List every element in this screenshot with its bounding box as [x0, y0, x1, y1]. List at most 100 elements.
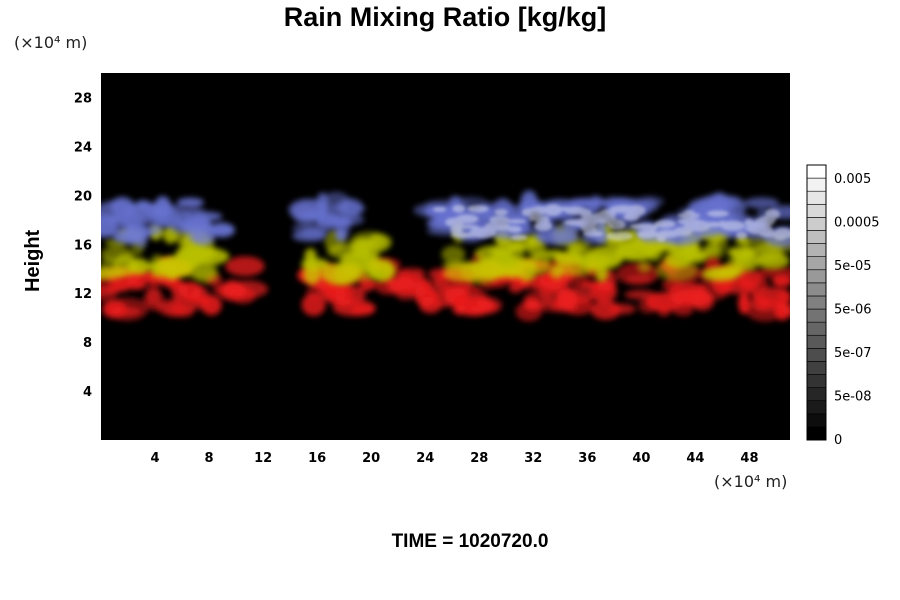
- rain-blob: [163, 301, 185, 317]
- rain-highlight: [452, 204, 466, 213]
- x-tick-label: 32: [524, 451, 542, 466]
- rain-highlight: [637, 230, 652, 239]
- colorbar-swatch: [806, 308, 827, 323]
- rain-blob: [292, 202, 318, 226]
- rain-highlight: [657, 229, 683, 238]
- rain-blob: [335, 228, 348, 242]
- colorbar-swatch: [806, 269, 827, 284]
- x-tick-label: 36: [578, 451, 596, 466]
- x-tick-label: 8: [205, 451, 214, 466]
- rain-blob: [441, 245, 466, 263]
- rain-blob: [451, 306, 490, 316]
- colorbar-swatch: [806, 413, 827, 428]
- rain-blob: [104, 284, 130, 293]
- colorbar-swatch: [806, 256, 827, 271]
- rain-blob: [414, 285, 437, 307]
- rain-highlight: [539, 215, 550, 225]
- rain-highlight: [677, 212, 701, 219]
- x-tick-label: 4: [151, 451, 160, 466]
- rain-blob: [590, 300, 621, 320]
- rain-blob: [595, 266, 609, 282]
- colorbar-label: 0: [834, 433, 842, 448]
- rain-highlight: [467, 204, 489, 213]
- x-tick-label: 16: [308, 451, 326, 466]
- rain-highlight: [459, 224, 479, 229]
- rain-blob: [101, 218, 118, 238]
- colorbar-swatch: [806, 217, 827, 231]
- rain-highlight: [654, 219, 676, 229]
- x-tick-label: 20: [362, 451, 380, 466]
- rain-highlight: [764, 209, 780, 218]
- rain-blob: [535, 229, 579, 245]
- y-tick-label: 16: [74, 238, 92, 253]
- rain-blob: [708, 267, 744, 278]
- rain-blob: [699, 194, 739, 212]
- rain-highlight: [606, 231, 633, 241]
- rain-blob: [152, 211, 168, 222]
- rain-blob: [530, 251, 551, 275]
- rain-blob: [487, 260, 515, 271]
- rain-blob: [104, 301, 123, 315]
- chart-title: Rain Mixing Ratio [kg/kg]: [283, 2, 607, 32]
- colorbar-swatch: [806, 348, 827, 362]
- y-tick-label: 8: [83, 336, 92, 351]
- rain-highlight: [510, 234, 528, 241]
- colorbar-label: 5e-08: [834, 390, 872, 405]
- x-tick-label: 28: [470, 451, 488, 466]
- y-axis: 4 8 12 16 20 24 28: [74, 91, 92, 400]
- rain-blob: [734, 254, 759, 272]
- rain-blob: [151, 259, 195, 273]
- rain-highlight: [648, 225, 658, 231]
- rain-blob: [301, 258, 330, 271]
- rain-highlight: [505, 219, 527, 224]
- rain-blob: [334, 263, 352, 286]
- rain-highlight: [564, 206, 587, 215]
- x-tick-label: 12: [254, 451, 272, 466]
- x-tick-label: 24: [416, 451, 434, 466]
- rain-blob: [532, 301, 567, 312]
- colorbar-label: 0.0005: [834, 216, 880, 231]
- colorbar-swatch: [806, 295, 827, 310]
- x-tick-label: 40: [632, 451, 650, 466]
- rain-blob: [209, 222, 235, 238]
- rain-blob: [567, 244, 589, 261]
- colorbar-swatch: [806, 190, 827, 205]
- x-axis: 4 8 12 16 20 24 28 32 36 40 44 48: [151, 435, 759, 466]
- rain-blob: [772, 275, 790, 288]
- colorbar-label: 5e-05: [834, 259, 872, 274]
- y-tick-label: 20: [74, 189, 92, 204]
- rain-blob: [191, 228, 215, 246]
- colorbar-swatch: [806, 334, 827, 349]
- colorbar-label: 5e-07: [834, 346, 872, 361]
- rain-blob: [113, 225, 151, 243]
- colorbar-swatch: [806, 321, 827, 336]
- rain-field: [101, 190, 790, 322]
- rain-highlight: [607, 219, 626, 231]
- rain-highlight: [707, 210, 729, 217]
- colorbar-swatch: [806, 400, 827, 415]
- rain-blob: [192, 212, 223, 222]
- rain-blob: [192, 266, 219, 283]
- rain-highlight: [432, 206, 447, 212]
- rain-blob: [566, 197, 610, 207]
- colorbar-swatch: [806, 361, 827, 375]
- colorbar-frame: [806, 164, 827, 441]
- rain-highlight: [703, 221, 724, 228]
- rain-highlight: [507, 225, 522, 233]
- x-axis-unit: (×10⁴ m): [714, 472, 788, 491]
- rain-blob: [562, 296, 594, 316]
- rain-blob: [703, 243, 720, 256]
- rain-blob: [395, 288, 416, 301]
- rain-blob: [301, 293, 326, 317]
- rain-blob: [143, 289, 165, 311]
- rain-highlight: [749, 220, 768, 232]
- rain-blob: [671, 288, 713, 308]
- rain-blob: [688, 250, 708, 264]
- rain-blob: [350, 304, 375, 316]
- colorbar-swatch: [806, 203, 827, 218]
- rain-highlight: [494, 208, 508, 216]
- rain-blob: [745, 298, 785, 322]
- y-tick-label: 24: [74, 140, 92, 155]
- rain-blob: [662, 278, 682, 291]
